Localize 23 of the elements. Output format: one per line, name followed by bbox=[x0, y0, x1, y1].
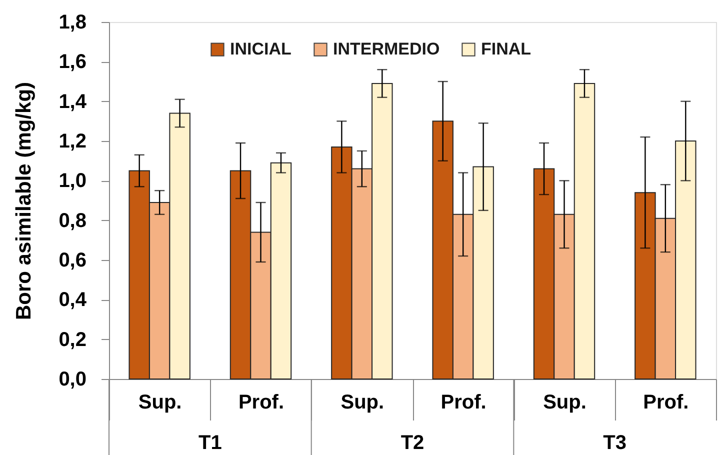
y-axis-title: Boro asimilable (mg/kg) bbox=[12, 82, 36, 320]
y-tick-label: 0,6 bbox=[58, 250, 86, 272]
text: T1 bbox=[198, 432, 222, 454]
x-tick-label: Sup. bbox=[543, 392, 586, 414]
legend-label: FINAL bbox=[481, 40, 532, 59]
x-tick-label: Sup. bbox=[340, 392, 384, 414]
y-tick-label: 1,4 bbox=[58, 90, 88, 113]
y-tick-label: 0,2 bbox=[58, 328, 86, 351]
legend-label: INTERMEDIO bbox=[333, 40, 440, 59]
x-tick-label: Sup. bbox=[138, 392, 182, 414]
text: T2 bbox=[400, 432, 424, 454]
text: T3 bbox=[603, 432, 627, 454]
y-tick-label: 0,8 bbox=[58, 210, 86, 232]
legend-label: INICIAL bbox=[230, 40, 292, 59]
y-tick-label: 1,8 bbox=[58, 12, 86, 34]
x-tick-label: Prof. bbox=[643, 392, 689, 414]
y-tick-label: 0,0 bbox=[58, 368, 86, 390]
x-tick-label: Prof. bbox=[238, 392, 284, 414]
y-tick-label: 1,6 bbox=[58, 51, 86, 74]
x-tick-label: Prof. bbox=[440, 392, 486, 414]
y-tick-label: 1,2 bbox=[58, 130, 86, 152]
y-tick-label: 0,4 bbox=[58, 289, 88, 312]
y-tick-label: 1,0 bbox=[58, 170, 86, 192]
